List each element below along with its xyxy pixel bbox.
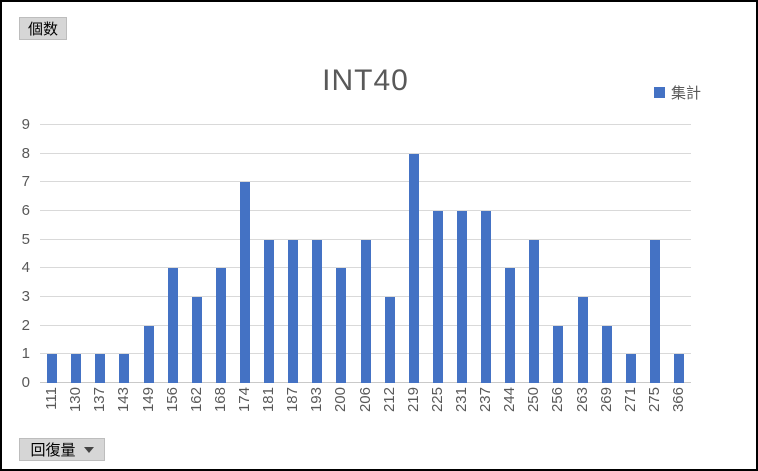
x-tick-label-181: 181 [260,387,278,413]
gridline-6 [40,210,691,211]
x-tick-label-219: 219 [404,387,422,413]
bar-263 [577,297,588,383]
gridline-8 [40,152,691,154]
bar-111 [47,354,58,383]
x-tick-label-206: 206 [356,387,374,413]
x-tick-label-162: 162 [187,387,205,413]
x-tick-label-250: 250 [525,387,543,413]
bar-137 [95,354,106,383]
bar-250 [529,239,540,383]
bar-181 [264,239,275,383]
bar-219 [408,153,419,383]
y-tick-label-3: 3 [21,288,30,305]
bar-187 [288,239,299,383]
gridline-7 [40,181,691,183]
chart-title: INT40 [322,64,409,97]
bar-206 [360,239,371,383]
legend-label: 集計 [671,85,702,102]
bar-366 [673,354,684,383]
y-tick-label-6: 6 [21,202,30,219]
x-tick-label-256: 256 [549,387,567,413]
x-tick-label-244: 244 [501,387,519,413]
bar-237 [481,211,492,383]
x-tick-label-269: 269 [597,387,615,413]
bar-168 [215,268,226,383]
y-tick-label-4: 4 [21,259,30,277]
x-tick-label-149: 149 [139,387,157,413]
bar-256 [553,325,564,383]
x-tick-label-156: 156 [163,387,181,413]
x-tick-label-366: 366 [669,387,687,413]
pivot-field-button-count[interactable]: 個数 [19,17,68,40]
x-tick-label-225: 225 [428,387,446,413]
y-tick-label-5: 5 [21,230,30,248]
x-tick-label-231: 231 [452,387,470,413]
bar-231 [456,211,467,383]
x-tick-label-111: 111 [43,387,61,410]
plot-area [40,124,691,383]
y-tick-label-2: 2 [21,316,30,334]
bar-143 [119,354,130,383]
gridline-5 [40,238,691,240]
x-tick-label-237: 237 [477,387,495,413]
y-tick-label-0: 0 [21,374,30,391]
x-tick-label-130: 130 [67,387,85,413]
y-tick-label-8: 8 [21,144,30,162]
bar-225 [432,211,443,383]
bar-130 [71,354,82,383]
x-tick-label-168: 168 [211,387,229,413]
legend-swatch-icon [654,87,665,98]
dropdown-arrow-icon [83,446,94,453]
pivot-field-button-count-label: 個数 [28,21,59,38]
x-tick-label-174: 174 [235,387,253,413]
x-tick-label-137: 137 [91,387,109,413]
x-tick-label-193: 193 [308,387,326,413]
pivot-field-button-axis-label: 回復量 [30,442,76,459]
x-tick-label-187: 187 [284,387,302,413]
bar-269 [601,325,612,383]
y-tick-label-7: 7 [21,173,30,191]
y-tick-label-9: 9 [21,116,30,133]
x-tick-label-271: 271 [621,387,639,413]
bar-212 [384,297,395,383]
bar-193 [312,239,323,383]
pivot-field-button-axis[interactable]: 回復量 [19,438,105,461]
x-tick-label-275: 275 [645,387,663,413]
x-tick-label-263: 263 [573,387,591,413]
gridline-9 [40,124,691,125]
bar-244 [505,268,516,383]
x-tick-label-200: 200 [332,387,350,413]
bar-200 [336,268,347,383]
x-tick-label-212: 212 [380,387,398,413]
y-tick-label-1: 1 [21,345,30,363]
legend: 集計 [654,82,701,103]
bar-162 [191,297,202,383]
bar-271 [625,354,636,383]
bar-156 [167,268,178,383]
bar-149 [143,325,154,383]
x-tick-label-143: 143 [115,387,133,413]
bar-275 [649,239,660,383]
bar-174 [239,182,250,383]
